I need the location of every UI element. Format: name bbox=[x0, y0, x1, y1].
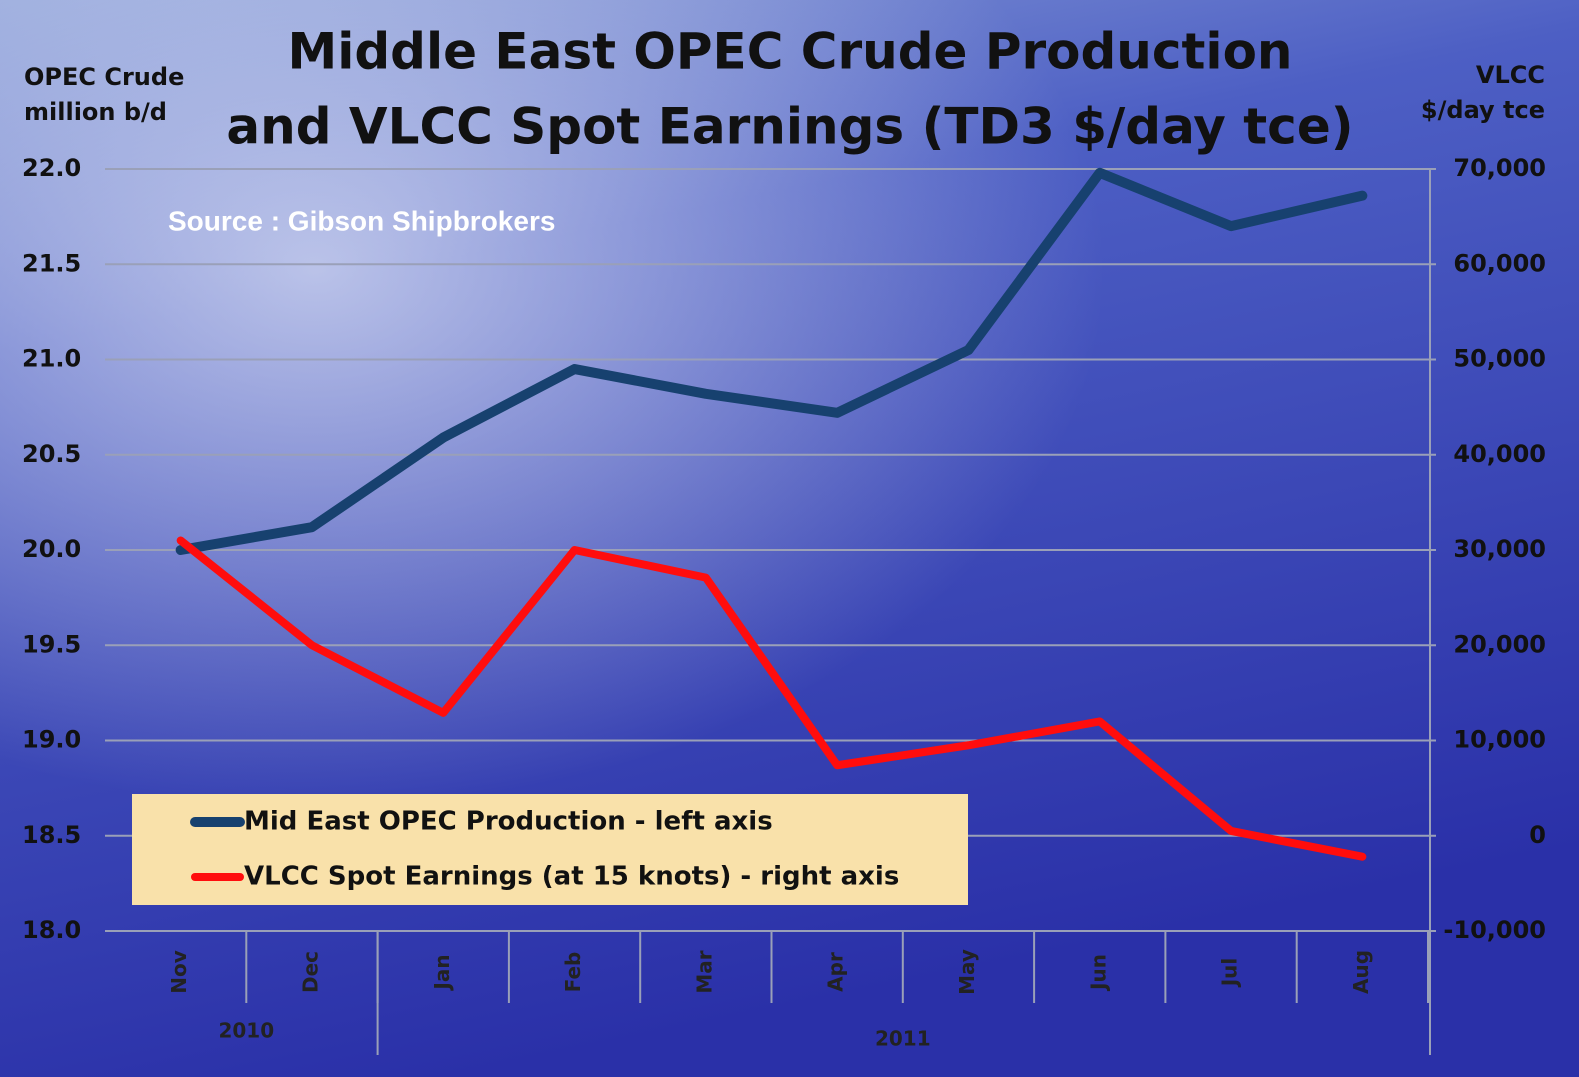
legend-label: Mid East OPEC Production - left axis bbox=[244, 807, 773, 837]
y2-tick-label: 60,000 bbox=[1453, 249, 1546, 277]
x-tick-label: Nov bbox=[167, 950, 191, 994]
x-tick-label: Jul bbox=[1218, 958, 1242, 989]
x-tick-label: Feb bbox=[561, 952, 585, 993]
x-tick-label: Mar bbox=[692, 950, 716, 993]
y-tick-label: 18.5 bbox=[22, 821, 81, 849]
chart-title: Middle East OPEC Crude Production bbox=[287, 23, 1292, 81]
x-tick-label: Jan bbox=[430, 954, 454, 991]
y2-tick-label: 10,000 bbox=[1453, 726, 1546, 754]
chart: Middle East OPEC Crude Production and VL… bbox=[0, 0, 1579, 1077]
x-tick-label: Dec bbox=[298, 951, 322, 993]
y2-tick-label: 70,000 bbox=[1453, 154, 1546, 182]
x-tick-label: Aug bbox=[1349, 950, 1373, 994]
y-tick-label: 21.0 bbox=[22, 345, 81, 373]
year-label: 2010 bbox=[218, 1019, 274, 1043]
x-tick-label: Jun bbox=[1086, 954, 1110, 992]
y2-tick-label: 0 bbox=[1529, 821, 1546, 849]
y-tick-label: 19.5 bbox=[22, 630, 81, 658]
x-tick-label: May bbox=[955, 949, 979, 995]
legend-label: VLCC Spot Earnings (at 15 knots) - right… bbox=[244, 862, 899, 892]
y-tick-label: 21.5 bbox=[22, 249, 81, 277]
y-axis-label: OPEC Crude bbox=[24, 63, 184, 91]
y-tick-label: 19.0 bbox=[22, 726, 81, 754]
y-tick-label: 18.0 bbox=[22, 916, 81, 944]
y2-tick-label: 20,000 bbox=[1453, 630, 1546, 658]
y2-axis-label: $/day tce bbox=[1421, 96, 1545, 124]
y-tick-label: 20.0 bbox=[22, 535, 81, 563]
y2-tick-label: 30,000 bbox=[1453, 535, 1546, 563]
annotation: Source : Gibson Shipbrokers bbox=[168, 205, 555, 236]
chart-title: and VLCC Spot Earnings (TD3 $/day tce) bbox=[226, 98, 1353, 156]
y2-tick-label: 50,000 bbox=[1453, 345, 1546, 373]
y-axis-label: million b/d bbox=[24, 98, 167, 126]
y-tick-label: 20.5 bbox=[22, 440, 81, 468]
y2-axis-label: VLCC bbox=[1476, 61, 1545, 89]
year-label: 2011 bbox=[875, 1027, 931, 1051]
y2-tick-label: 40,000 bbox=[1453, 440, 1546, 468]
y-tick-label: 22.0 bbox=[22, 154, 81, 182]
x-tick-label: Apr bbox=[824, 952, 848, 992]
y2-tick-label: -10,000 bbox=[1443, 916, 1546, 944]
